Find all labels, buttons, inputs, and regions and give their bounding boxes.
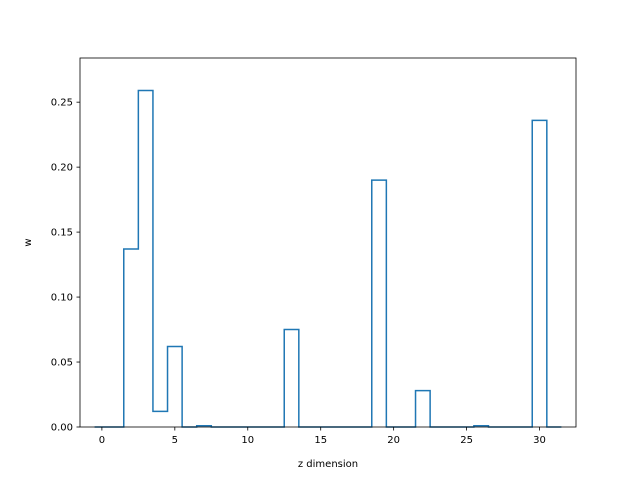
- x-tick-label: 5: [172, 435, 178, 446]
- x-tick-label: 20: [387, 435, 400, 446]
- x-tick-label: 10: [241, 435, 254, 446]
- y-tick-label: 0.05: [51, 358, 73, 369]
- x-tick-label: 15: [314, 435, 327, 446]
- x-tick-label: 0: [99, 435, 105, 446]
- plot-frame: [79, 57, 577, 428]
- x-axis-label: z dimension: [298, 459, 358, 470]
- y-axis-label: w: [23, 238, 34, 246]
- y-tick-label: 0.10: [51, 293, 73, 304]
- y-tick-label: 0.15: [51, 228, 73, 239]
- y-tick-label: 0.25: [51, 98, 73, 109]
- y-axis-ticks: 0.00 0.05 0.10 0.15 0.20 0.25: [51, 98, 80, 434]
- y-tick-label: 0.20: [51, 163, 73, 174]
- x-tick-label: 30: [533, 435, 546, 446]
- x-tick-label: 25: [460, 435, 473, 446]
- step-series-line: [94, 89, 562, 428]
- plot-marks: [94, 89, 562, 428]
- y-tick-label: 0.00: [51, 423, 73, 434]
- x-axis-ticks: 0 5 10 15 20 25 30: [99, 427, 546, 446]
